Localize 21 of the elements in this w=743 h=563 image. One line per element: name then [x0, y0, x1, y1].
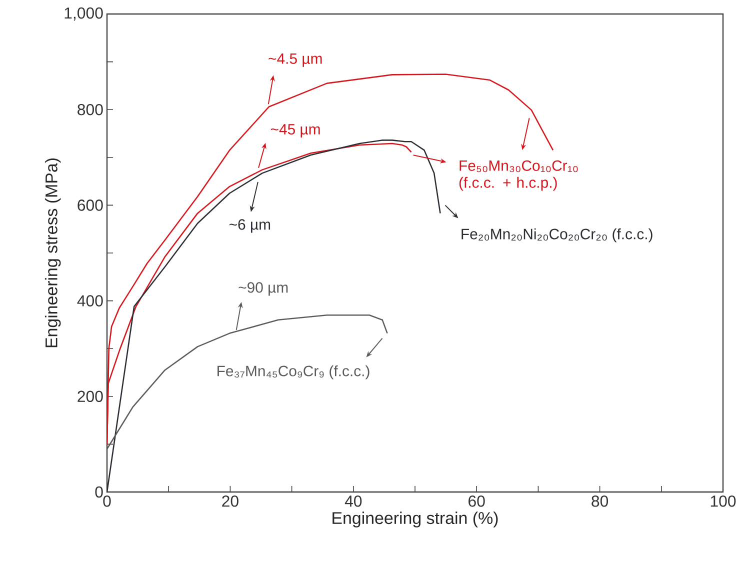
x-tick-label: 100 — [710, 496, 736, 507]
x-tick-label: 0 — [103, 496, 111, 507]
annotation: ~90 µm — [238, 282, 288, 296]
x-tick-label: 80 — [592, 496, 608, 507]
y-tick-label: 200 — [78, 390, 103, 402]
annotation: Fe₃₇Mn₄₅Co₉Cr₉ (f.c.c.) — [218, 365, 370, 380]
annotation: ~45 µm — [270, 124, 320, 138]
x-axis-title: Engineering strain (%) — [332, 512, 498, 528]
y-tick-label: 0 — [95, 486, 103, 498]
y-tick-label: 400 — [77, 295, 103, 306]
y-tick-label: 600 — [78, 200, 103, 211]
y-axis-title: Engineering stress (MPa) — [44, 158, 61, 348]
x-tick-label: 20 — [222, 496, 238, 507]
x-tick-label: 40 — [344, 496, 362, 507]
annotation: Fe₅₀Mn₃₀Co₁₀Cr₁₀ (f.c.c. + h.c.p.) — [459, 160, 578, 191]
annotation: ~6 µm — [229, 219, 270, 233]
annotation: ~4.5 µm — [268, 54, 322, 67]
y-tick-label: 800 — [78, 104, 103, 116]
x-tick-label: 60 — [468, 496, 485, 507]
y-tick-label: 1,000 — [64, 7, 103, 21]
annotation: Fe₂₀Mn₂₀Ni₂₀Co₂₀Cr₂₀ (f.c.c.) — [462, 228, 652, 242]
